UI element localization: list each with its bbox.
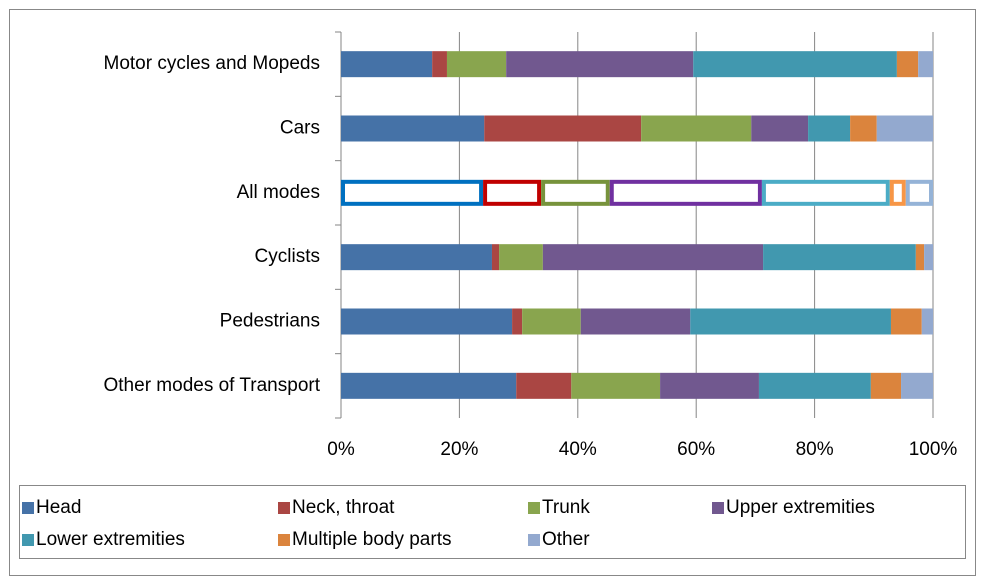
bar-segment — [341, 308, 513, 335]
x-tick-label: 100% — [909, 439, 958, 460]
bar-segment — [341, 179, 484, 206]
bar-segment — [808, 115, 851, 142]
legend-swatch — [22, 502, 34, 514]
legend-swatch — [528, 502, 540, 514]
bar-segment — [761, 179, 890, 206]
y-tick-label: Other modes of Transport — [104, 375, 321, 396]
legend-swatch — [278, 534, 290, 546]
bar-segment — [660, 372, 759, 399]
y-tick-label: Cars — [280, 118, 320, 139]
legend-label: Other — [542, 529, 590, 550]
bar-segment — [758, 372, 871, 399]
bar-segment — [512, 308, 523, 335]
bar-segment — [924, 244, 933, 271]
x-tick-label: 60% — [677, 439, 715, 460]
bar-segment — [870, 372, 902, 399]
bar-segment — [901, 372, 933, 399]
legend-frame — [19, 485, 966, 559]
bar-segment — [876, 115, 933, 142]
bar-segment — [890, 308, 922, 335]
x-tick-label: 80% — [796, 439, 834, 460]
bar-segment — [850, 115, 877, 142]
bar-segment — [609, 179, 762, 206]
legend-label: Multiple body parts — [292, 529, 451, 550]
bar-segment — [484, 115, 642, 142]
bar-segment — [341, 51, 433, 78]
bar-segment — [516, 372, 572, 399]
legend-label: Head — [36, 497, 81, 518]
bar-segment — [896, 51, 919, 78]
bar-segment — [915, 244, 925, 271]
bar-segment — [763, 244, 916, 271]
legend-swatch — [22, 534, 34, 546]
legend-swatch — [712, 502, 724, 514]
bar-segment — [341, 115, 485, 142]
x-tick-label: 20% — [440, 439, 478, 460]
legend-label: Lower extremities — [36, 529, 185, 550]
x-tick-label: 40% — [559, 439, 597, 460]
bar-segment — [499, 244, 543, 271]
legend-swatch — [278, 502, 290, 514]
bar-segment — [905, 179, 934, 206]
y-tick-label: Motor cycles and Mopeds — [104, 53, 321, 74]
legend-swatch — [528, 534, 540, 546]
bar-segment — [580, 308, 691, 335]
bar-segment — [522, 308, 581, 335]
y-tick-label: All modes — [237, 182, 320, 203]
y-tick-label: Cyclists — [255, 246, 320, 267]
bar-segment — [889, 179, 906, 206]
bar-segment — [483, 179, 542, 206]
bar-segment — [690, 308, 891, 335]
bar-segment — [693, 51, 897, 78]
bar-segment — [918, 51, 933, 78]
bar-segment — [641, 115, 752, 142]
bar-segment — [446, 51, 507, 78]
x-tick-label: 0% — [327, 439, 355, 460]
bar-segment — [491, 244, 500, 271]
bar-segment — [506, 51, 694, 78]
legend-label: Neck, throat — [292, 497, 395, 518]
bar-segment — [921, 308, 933, 335]
y-tick-label: Pedestrians — [220, 311, 320, 332]
bar-segment — [751, 115, 809, 142]
legend-label: Trunk — [542, 497, 590, 518]
bar-segment — [541, 179, 610, 206]
bar-segment — [341, 372, 517, 399]
legend-label: Upper extremities — [726, 497, 875, 518]
bar-segment — [341, 244, 492, 271]
bar-segment — [571, 372, 661, 399]
bar-segment — [432, 51, 447, 78]
bar-segment — [542, 244, 764, 271]
